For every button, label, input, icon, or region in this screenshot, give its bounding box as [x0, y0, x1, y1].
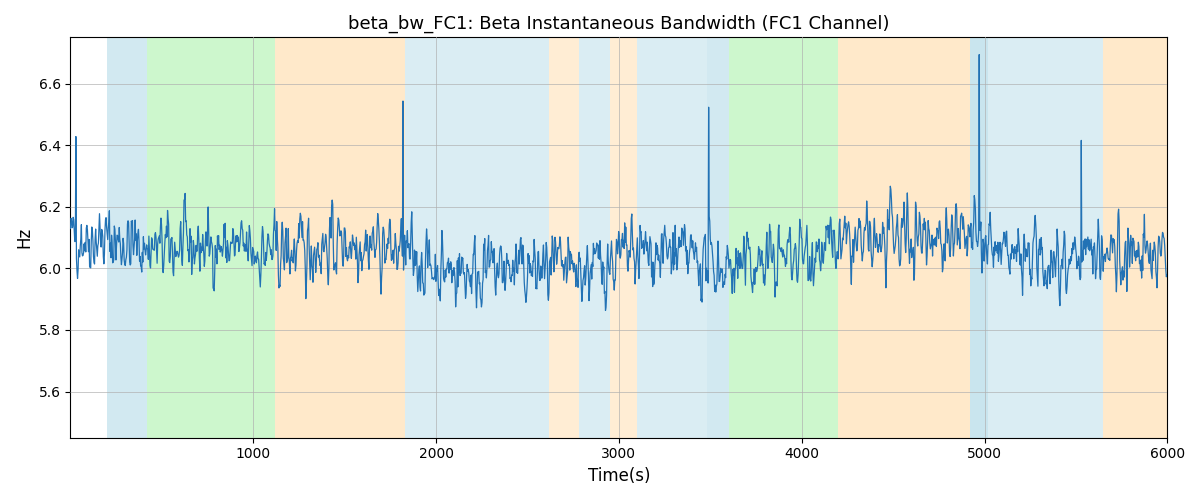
- Title: beta_bw_FC1: Beta Instantaneous Bandwidth (FC1 Channel): beta_bw_FC1: Beta Instantaneous Bandwidt…: [348, 15, 889, 34]
- Y-axis label: Hz: Hz: [14, 227, 32, 248]
- Bar: [578, 38, 610, 438]
- Bar: [404, 38, 550, 438]
- Bar: [637, 38, 707, 438]
- Bar: [970, 38, 989, 438]
- Bar: [1104, 38, 1176, 438]
- Bar: [728, 38, 839, 438]
- Bar: [989, 38, 1104, 438]
- Bar: [610, 38, 637, 438]
- Bar: [707, 38, 728, 438]
- Bar: [839, 38, 970, 438]
- Bar: [275, 38, 404, 438]
- Bar: [550, 38, 578, 438]
- Bar: [107, 38, 148, 438]
- X-axis label: Time(s): Time(s): [588, 467, 650, 485]
- Bar: [148, 38, 275, 438]
